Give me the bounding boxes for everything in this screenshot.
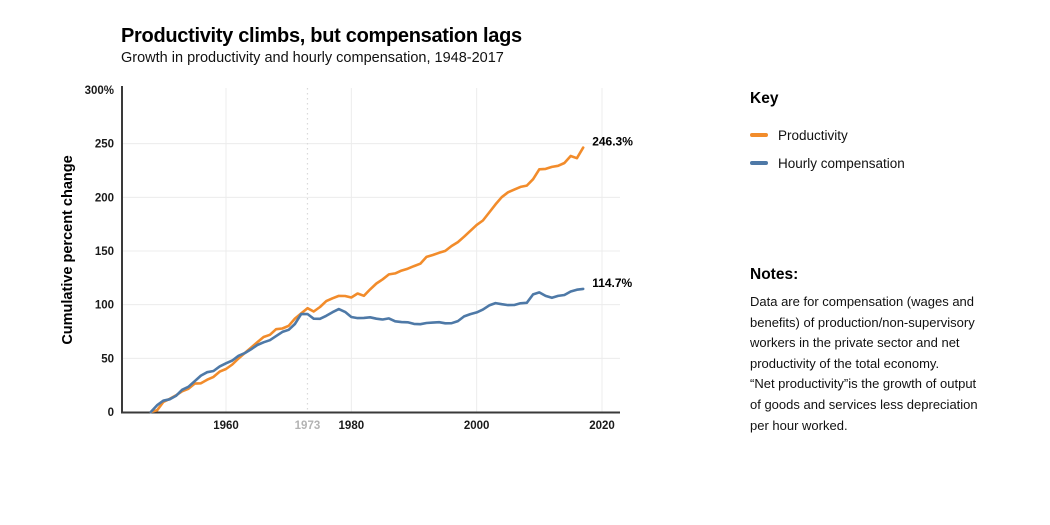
x-tick-label: 1980: [339, 420, 365, 432]
y-tick-label: 100: [95, 300, 114, 312]
end-value-label: 114.7%: [592, 276, 632, 290]
legend-label-productivity: Productivity: [778, 127, 848, 143]
y-tick-label: 250: [95, 139, 114, 151]
notes-line: workers in the private sector and net: [750, 335, 960, 351]
end-value-label: 246.3%: [592, 135, 633, 149]
hourly-compensation-line-swatch: [750, 161, 768, 165]
chart-title: Productivity climbs, but compensation la…: [121, 25, 522, 47]
notes-line: of goods and services less depreciation: [750, 396, 978, 412]
y-axis-title: Cumulative percent change: [60, 155, 76, 345]
y-tick-label: 150: [95, 246, 114, 258]
y-tick-label: 50: [101, 353, 114, 365]
legend-item-productivity: Productivity: [750, 121, 905, 149]
notes-heading: Notes:: [750, 266, 799, 283]
chart-subtitle: Growth in productivity and hourly compen…: [121, 50, 504, 66]
notes-panel: Notes: Data are for compensation (wages …: [750, 266, 978, 436]
notes-line: Data are for compensation (wages and: [750, 294, 975, 309]
legend-item-hourly-compensation: Hourly compensation: [750, 149, 905, 177]
legend: Key Productivity Hourly compensation: [750, 90, 905, 177]
legend-label-hourly-compensation: Hourly compensation: [778, 155, 905, 171]
notes-line: per hour worked.: [750, 417, 848, 433]
notes-line: productivity of the total economy.: [750, 355, 940, 371]
x-tick-label: 2000: [464, 420, 490, 432]
y-tick-label: 0: [108, 407, 114, 419]
x-tick-label: 1960: [213, 420, 239, 432]
notes-body: Data are for compensation (wages and bene…: [750, 292, 978, 436]
notes-line: “Net productivity”is the growth of outpu…: [750, 376, 977, 392]
legend-heading: Key: [750, 90, 779, 107]
x-tick-label: 2020: [589, 420, 615, 432]
y-tick-label: 300%: [85, 85, 114, 97]
productivity-line: [149, 146, 585, 414]
productivity-line-swatch: [750, 133, 768, 137]
hourly-compensation-line: [149, 287, 585, 414]
y-tick-label: 200: [95, 192, 114, 204]
x-tick-label: 1973: [295, 420, 321, 432]
notes-line: benefits) of production/non-supervisory: [750, 314, 975, 330]
